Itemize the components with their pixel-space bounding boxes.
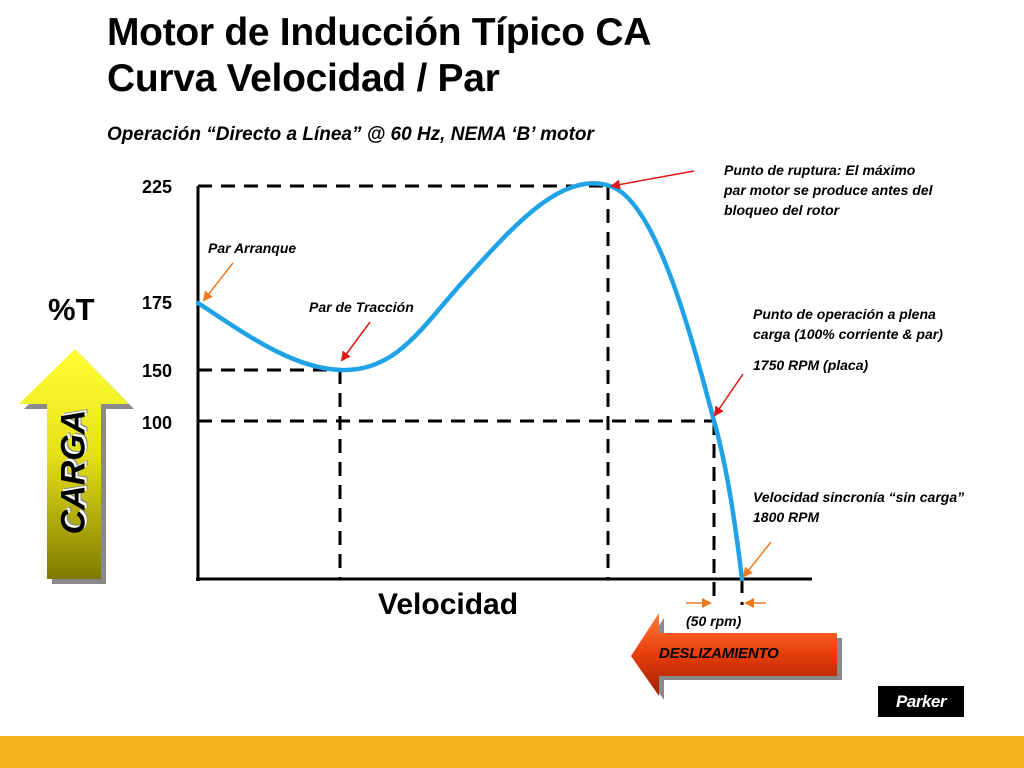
speed-torque-curve: [195, 181, 745, 582]
title-line-1: Motor de Inducción Típico CA: [107, 11, 652, 54]
deslizamiento-label: DESLIZAMIENTO: [659, 645, 779, 662]
speed-torque-chart: 225 175 150 100: [19, 170, 842, 700]
title-line-2: Curva Velocidad / Par: [107, 57, 500, 100]
y-axis-label: %T: [48, 292, 95, 327]
annotation-synchronous-line: 1800 RPM: [753, 509, 820, 525]
deslizamiento-arrow: [631, 613, 837, 696]
annotation-arrow-starting: [202, 262, 234, 302]
annotation-starting-torque: Par Arranque: [208, 240, 297, 256]
x-axis-label: Velocidad: [378, 588, 519, 621]
reference-lines: [198, 184, 744, 605]
carga-label: CARGA: [54, 409, 93, 535]
parker-logo-text: Parker: [896, 692, 946, 711]
slide-title: Motor de Inducción Típico CA Curva Veloc…: [107, 10, 651, 102]
slide-subtitle: Operación “Directo a Línea” @ 60 Hz, NEM…: [107, 124, 594, 145]
annotation-synchronous-line: Velocidad sincronía “sin carga”: [753, 489, 965, 505]
y-tick-label: 150: [142, 361, 172, 381]
annotation-full-load-line: Punto de operación a plena: [753, 306, 936, 322]
y-tick-label: 100: [142, 413, 172, 433]
annotation-arrow-full-load: [713, 373, 744, 417]
annotation-arrow-pullup: [340, 321, 371, 362]
annotation-full-load: Punto de operación a plena carga (100% c…: [753, 304, 943, 344]
footer-bar: [0, 736, 1024, 768]
annotation-arrow-breakdown: [610, 170, 695, 190]
annotation-arrow-sync: [742, 541, 772, 578]
carga-arrow: [19, 349, 129, 579]
annotation-breakdown-line: par motor se produce antes del: [724, 182, 933, 198]
annotation-breakdown-line: Punto de ruptura: El máximo: [724, 162, 916, 178]
y-tick-label: 225: [142, 177, 172, 197]
annotation-synchronous-speed: Velocidad sincronía “sin carga” 1800 RPM: [753, 487, 964, 527]
slip-value: (50 rpm): [686, 613, 742, 629]
y-tick-label: 175: [142, 293, 172, 313]
annotation-rated-speed: 1750 RPM (placa): [753, 357, 869, 373]
annotation-breakdown-line: bloqueo del rotor: [724, 202, 840, 218]
annotation-full-load-line: carga (100% corriente & par): [753, 326, 943, 342]
parker-logo: Parker: [878, 686, 964, 717]
annotation-pullup-torque: Par de Tracción: [309, 299, 414, 315]
annotation-breakdown: Punto de ruptura: El máximo par motor se…: [724, 160, 933, 220]
